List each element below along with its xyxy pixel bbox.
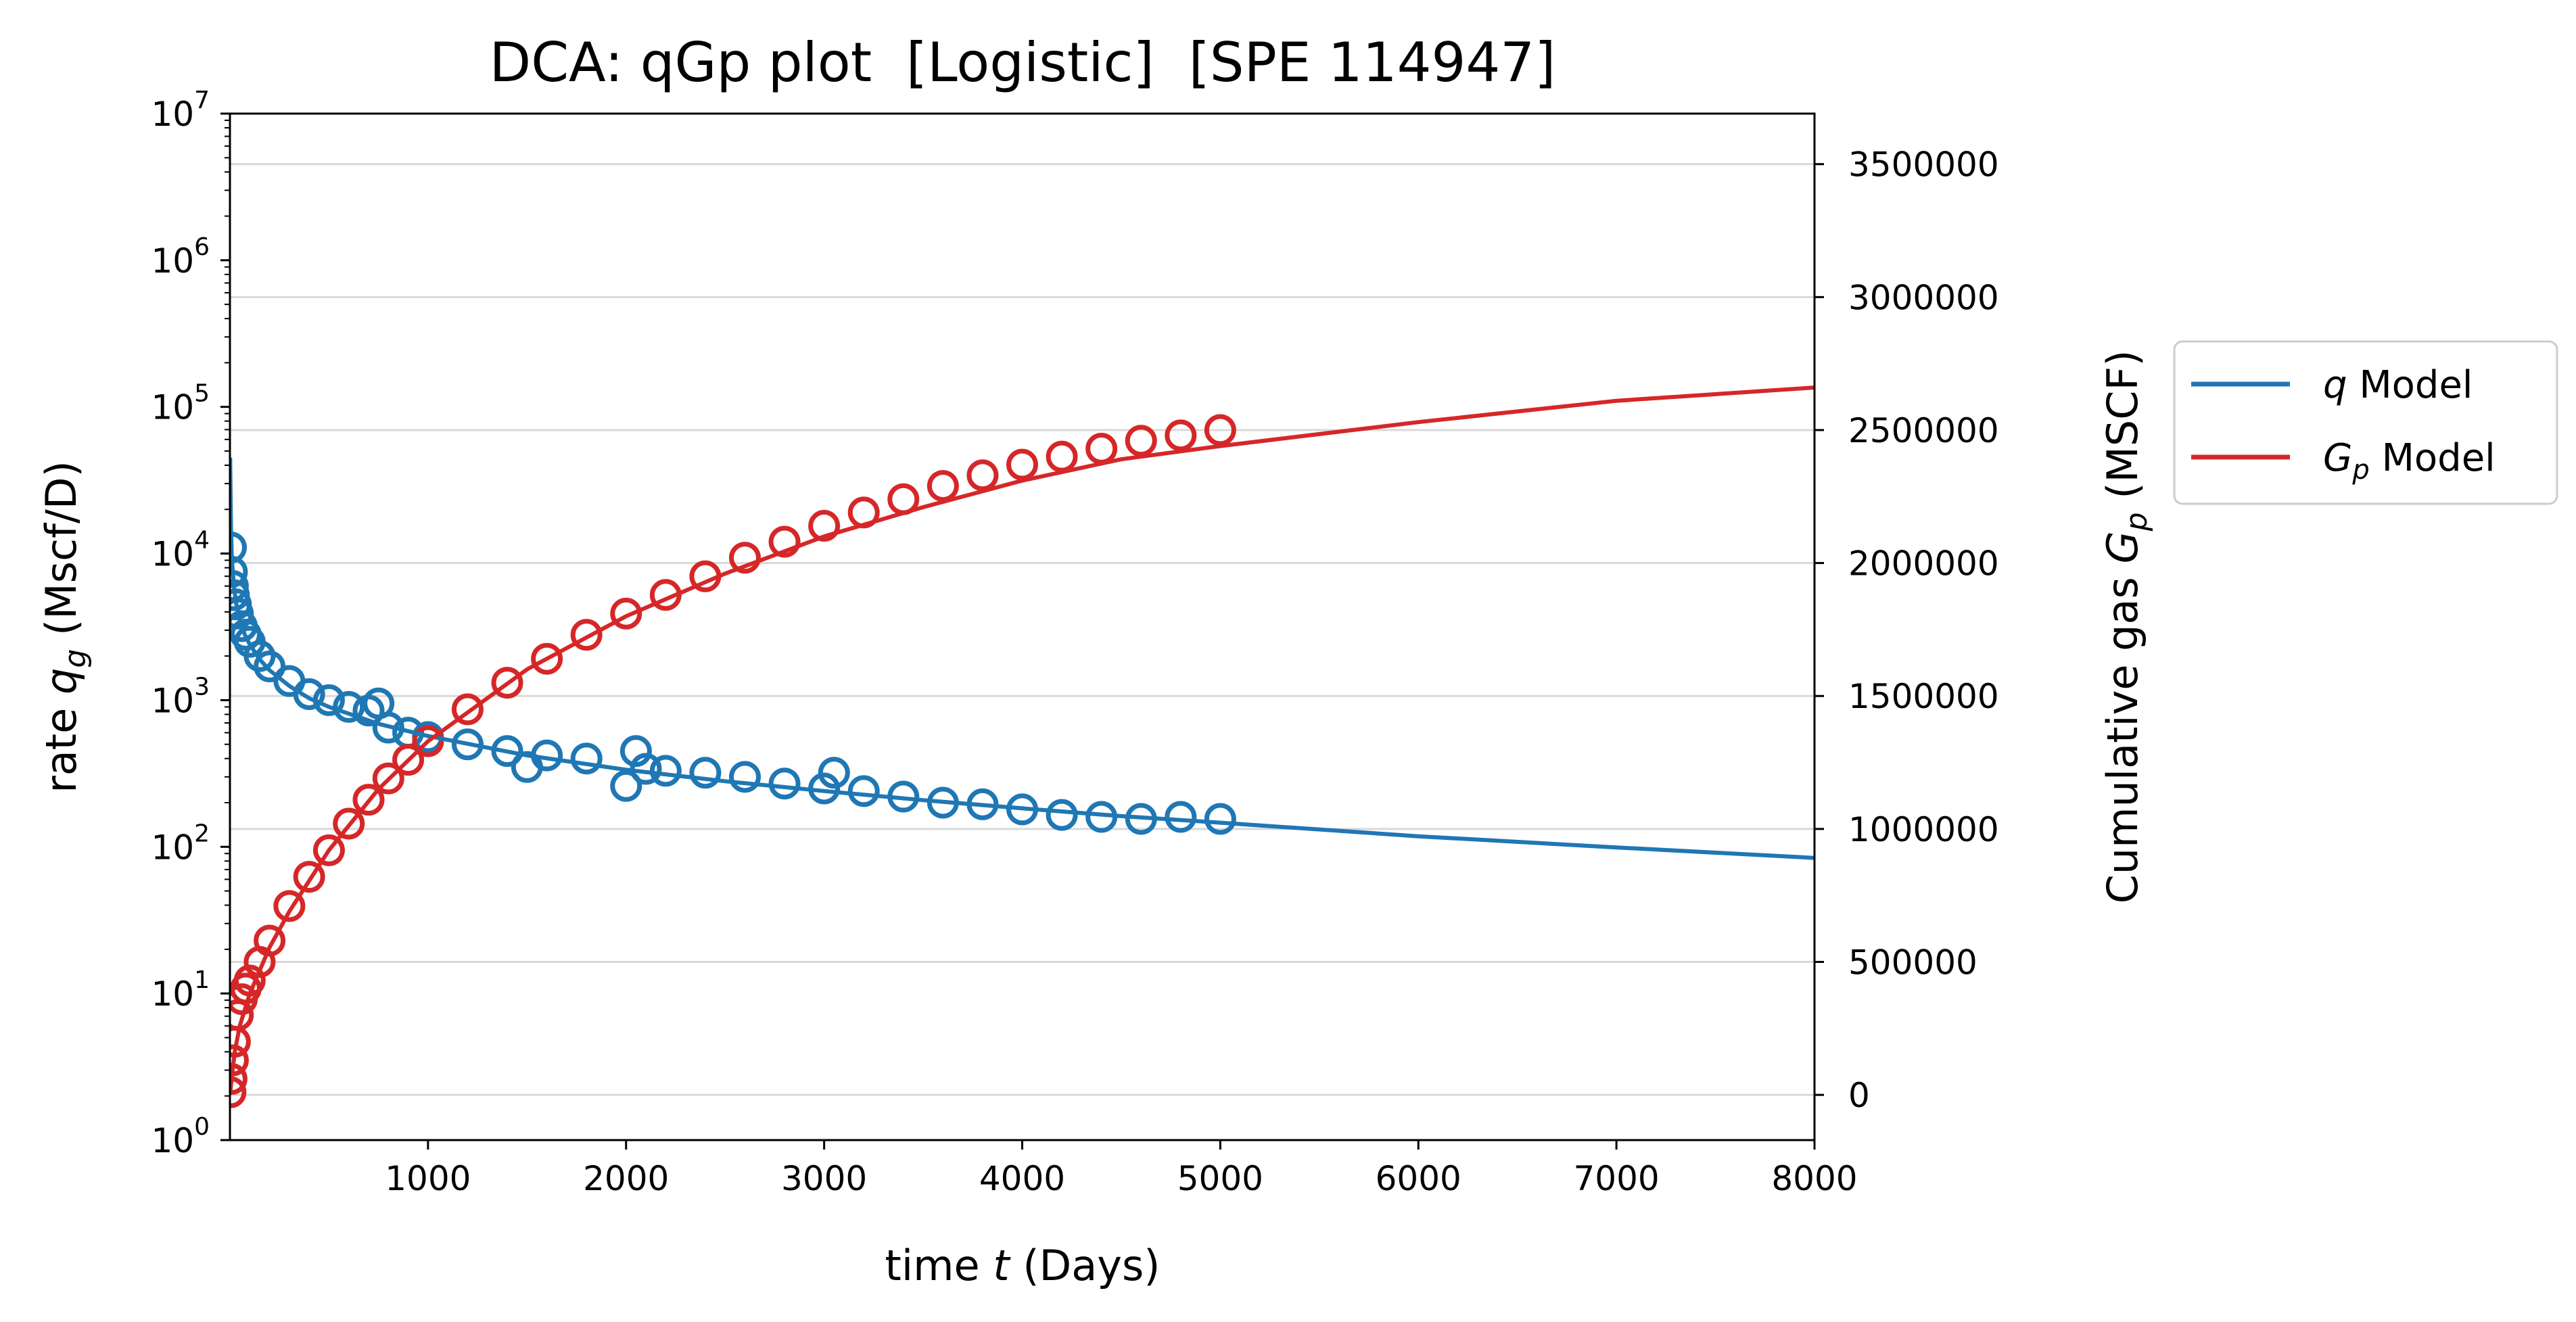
data-point [1165, 801, 1197, 833]
data-point [818, 757, 850, 789]
y-left-tick-label: 107 [151, 87, 210, 134]
y-right-tick-label: 1500000 [1848, 677, 1999, 716]
data-point [254, 650, 286, 682]
x-tick-label: 6000 [1376, 1159, 1461, 1198]
data-point [966, 459, 999, 492]
data-point [451, 693, 484, 726]
data-point [451, 728, 484, 761]
data-point [491, 667, 523, 699]
y-right-tick-label: 1000000 [1848, 810, 1999, 849]
data-point [610, 597, 642, 630]
series-line [230, 385, 1814, 1095]
data-point [531, 642, 563, 675]
y-right-tick-label: 2500000 [1848, 411, 1999, 450]
x-axis-ticks: 1000 2000 3000 4000 5000 6000 7000 8000 [385, 1140, 1858, 1198]
data-point [1204, 414, 1236, 446]
y-right-tick-label: 500000 [1848, 943, 1977, 983]
data-point [570, 619, 603, 651]
x-tick-label: 3000 [781, 1159, 867, 1198]
x-tick-label: 7000 [1574, 1159, 1660, 1198]
y-right-axis-ticks: 0 500000 1000000 1500000 2000000 2500000 30000… [1814, 145, 1999, 1115]
x-tick-label: 8000 [1771, 1159, 1857, 1198]
y-left-tick-label: 100 [151, 1113, 210, 1160]
data-point [491, 735, 523, 768]
x-axis-title: time t (Days) [885, 1241, 1161, 1290]
data-point [254, 924, 286, 957]
data-point [293, 678, 325, 710]
data-point [570, 742, 603, 775]
data-point [333, 807, 365, 840]
data-point [372, 762, 404, 795]
data-point [392, 744, 425, 776]
series-1 [230, 385, 1814, 1095]
data-point [1046, 799, 1078, 831]
y-right-tick-label: 3000000 [1848, 278, 1999, 317]
y-left-tick-label: 106 [151, 233, 210, 281]
data-point [243, 640, 276, 672]
data-point [352, 784, 385, 816]
data-point [1125, 425, 1157, 457]
data-point [768, 768, 801, 800]
y-right-axis-title: Cumulative gas Gp (MSCF) [2098, 350, 2154, 904]
data-point [728, 542, 761, 574]
y-left-tick-label: 104 [151, 527, 210, 574]
y-left-tick-label: 103 [151, 673, 210, 720]
data-point [847, 775, 880, 807]
data-point [1165, 419, 1197, 452]
series-line [230, 457, 1814, 860]
data-point [333, 690, 365, 723]
x-tick-label: 4000 [979, 1159, 1065, 1198]
y-left-tick-label: 102 [151, 820, 210, 867]
legend-label: q Model [2323, 363, 2473, 407]
y-left-tick-label: 105 [151, 380, 210, 427]
data-point [728, 761, 761, 793]
grid-lines [230, 163, 1814, 1096]
data-point [1006, 448, 1038, 481]
x-tick-label: 2000 [583, 1159, 669, 1198]
data-point [293, 861, 325, 893]
data-point [927, 470, 959, 502]
data-point [689, 757, 722, 789]
data-point [768, 525, 801, 558]
y-right-tick-label: 2000000 [1848, 544, 1999, 584]
y-right-tick-label: 3500000 [1848, 145, 1999, 185]
data-point [1204, 803, 1236, 835]
data-point [273, 890, 306, 922]
data-point [412, 725, 444, 757]
y-left-tick-label: 101 [151, 966, 210, 1014]
series-0 [230, 457, 1814, 860]
data-point [610, 770, 642, 802]
data-point [312, 834, 345, 866]
legend: q Model Gp Model [2173, 340, 2558, 505]
series-layer [230, 385, 1814, 1108]
y-left-axis-ticks: 100 101 102 103 104 105 106 107 [151, 87, 230, 1160]
data-point [619, 735, 652, 768]
x-tick-label: 5000 [1177, 1159, 1263, 1198]
chart-title: DCA: qGp plot [Logistic] [SPE 114947] [490, 31, 1556, 94]
y-left-axis-title: rate qg (Mscf/D) [37, 461, 93, 793]
legend-label: Gp Model [2323, 436, 2496, 486]
y-right-tick-label: 0 [1848, 1076, 1870, 1115]
data-point [808, 510, 841, 542]
x-tick-label: 1000 [385, 1159, 471, 1198]
